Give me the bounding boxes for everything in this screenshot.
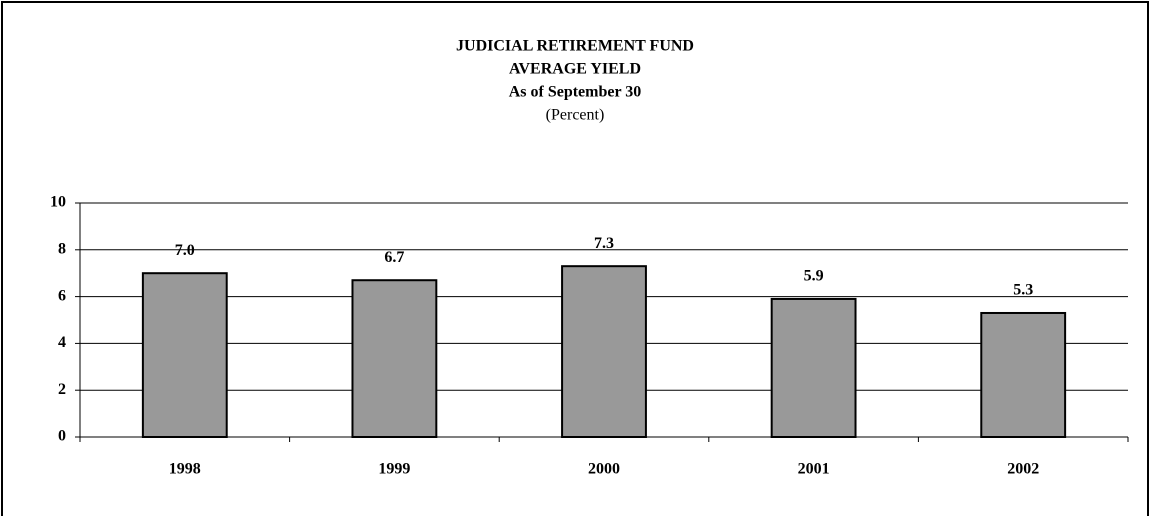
bar	[141, 272, 228, 439]
x-tick-label: 1998	[169, 461, 201, 478]
y-tick-label: 0	[58, 428, 66, 445]
y-tick-label: 2	[58, 381, 66, 398]
chart-title: JUDICIAL RETIREMENT FUND	[456, 38, 694, 55]
y-tick-label: 10	[50, 194, 66, 211]
value-label: 6.7	[384, 249, 404, 266]
y-tick-label: 4	[58, 334, 66, 351]
x-tick-label: 2002	[1007, 461, 1039, 478]
x-tick-label: 1999	[378, 461, 410, 478]
bar	[770, 297, 857, 438]
bar	[351, 279, 438, 438]
bar	[980, 311, 1067, 439]
bar	[561, 265, 647, 438]
chart-subtitle: AVERAGE YIELD	[509, 61, 641, 78]
x-tick-label: 2000	[588, 461, 620, 478]
date-note: As of September 30	[509, 84, 642, 101]
x-tick-label: 2001	[798, 461, 830, 478]
y-tick-label: 6	[58, 287, 66, 304]
value-label: 7.0	[175, 242, 195, 259]
value-label: 5.9	[804, 268, 824, 285]
value-label: 7.3	[594, 235, 614, 252]
y-tick-label: 8	[58, 240, 66, 257]
unit-label: (Percent)	[546, 107, 605, 124]
value-label: 5.3	[1013, 282, 1033, 299]
